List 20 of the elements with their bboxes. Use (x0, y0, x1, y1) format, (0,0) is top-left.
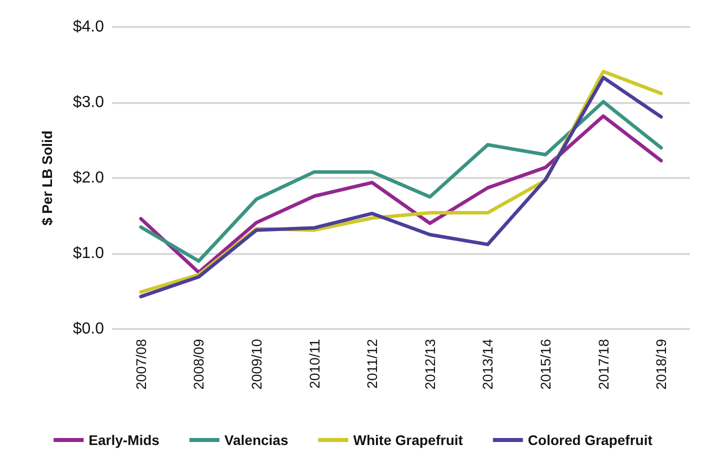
y-tick-label: $4.0 (72, 18, 104, 36)
x-tick-label: 2007/08 (132, 338, 149, 390)
x-tick-label: 2018/19 (653, 338, 670, 390)
y-tick-label: $1.0 (72, 245, 104, 262)
legend-label: White Grapefruit (353, 432, 464, 448)
legend-label: Valencias (224, 432, 288, 448)
x-tick-label: 2012/13 (422, 338, 438, 390)
x-tick-label: 2010/11 (306, 338, 322, 389)
legend-label: Early-Mids (88, 432, 160, 448)
x-tick-label: 2013/14 (480, 338, 496, 390)
x-tick-label: 2015/16 (538, 338, 554, 390)
y-axis-title: $ Per LB Solid (39, 130, 55, 226)
x-tick-label: 2017/18 (595, 338, 612, 390)
y-tick-label: $3.0 (72, 94, 104, 111)
x-tick-label: 2009/10 (248, 338, 264, 390)
x-tick-label: 2008/09 (190, 338, 207, 390)
y-tick-label: $0.0 (72, 320, 104, 338)
x-tick-label: 2011/12 (364, 338, 380, 389)
legend-label: Colored Grapefruit (528, 432, 653, 448)
y-tick-label: $2.0 (72, 170, 104, 186)
